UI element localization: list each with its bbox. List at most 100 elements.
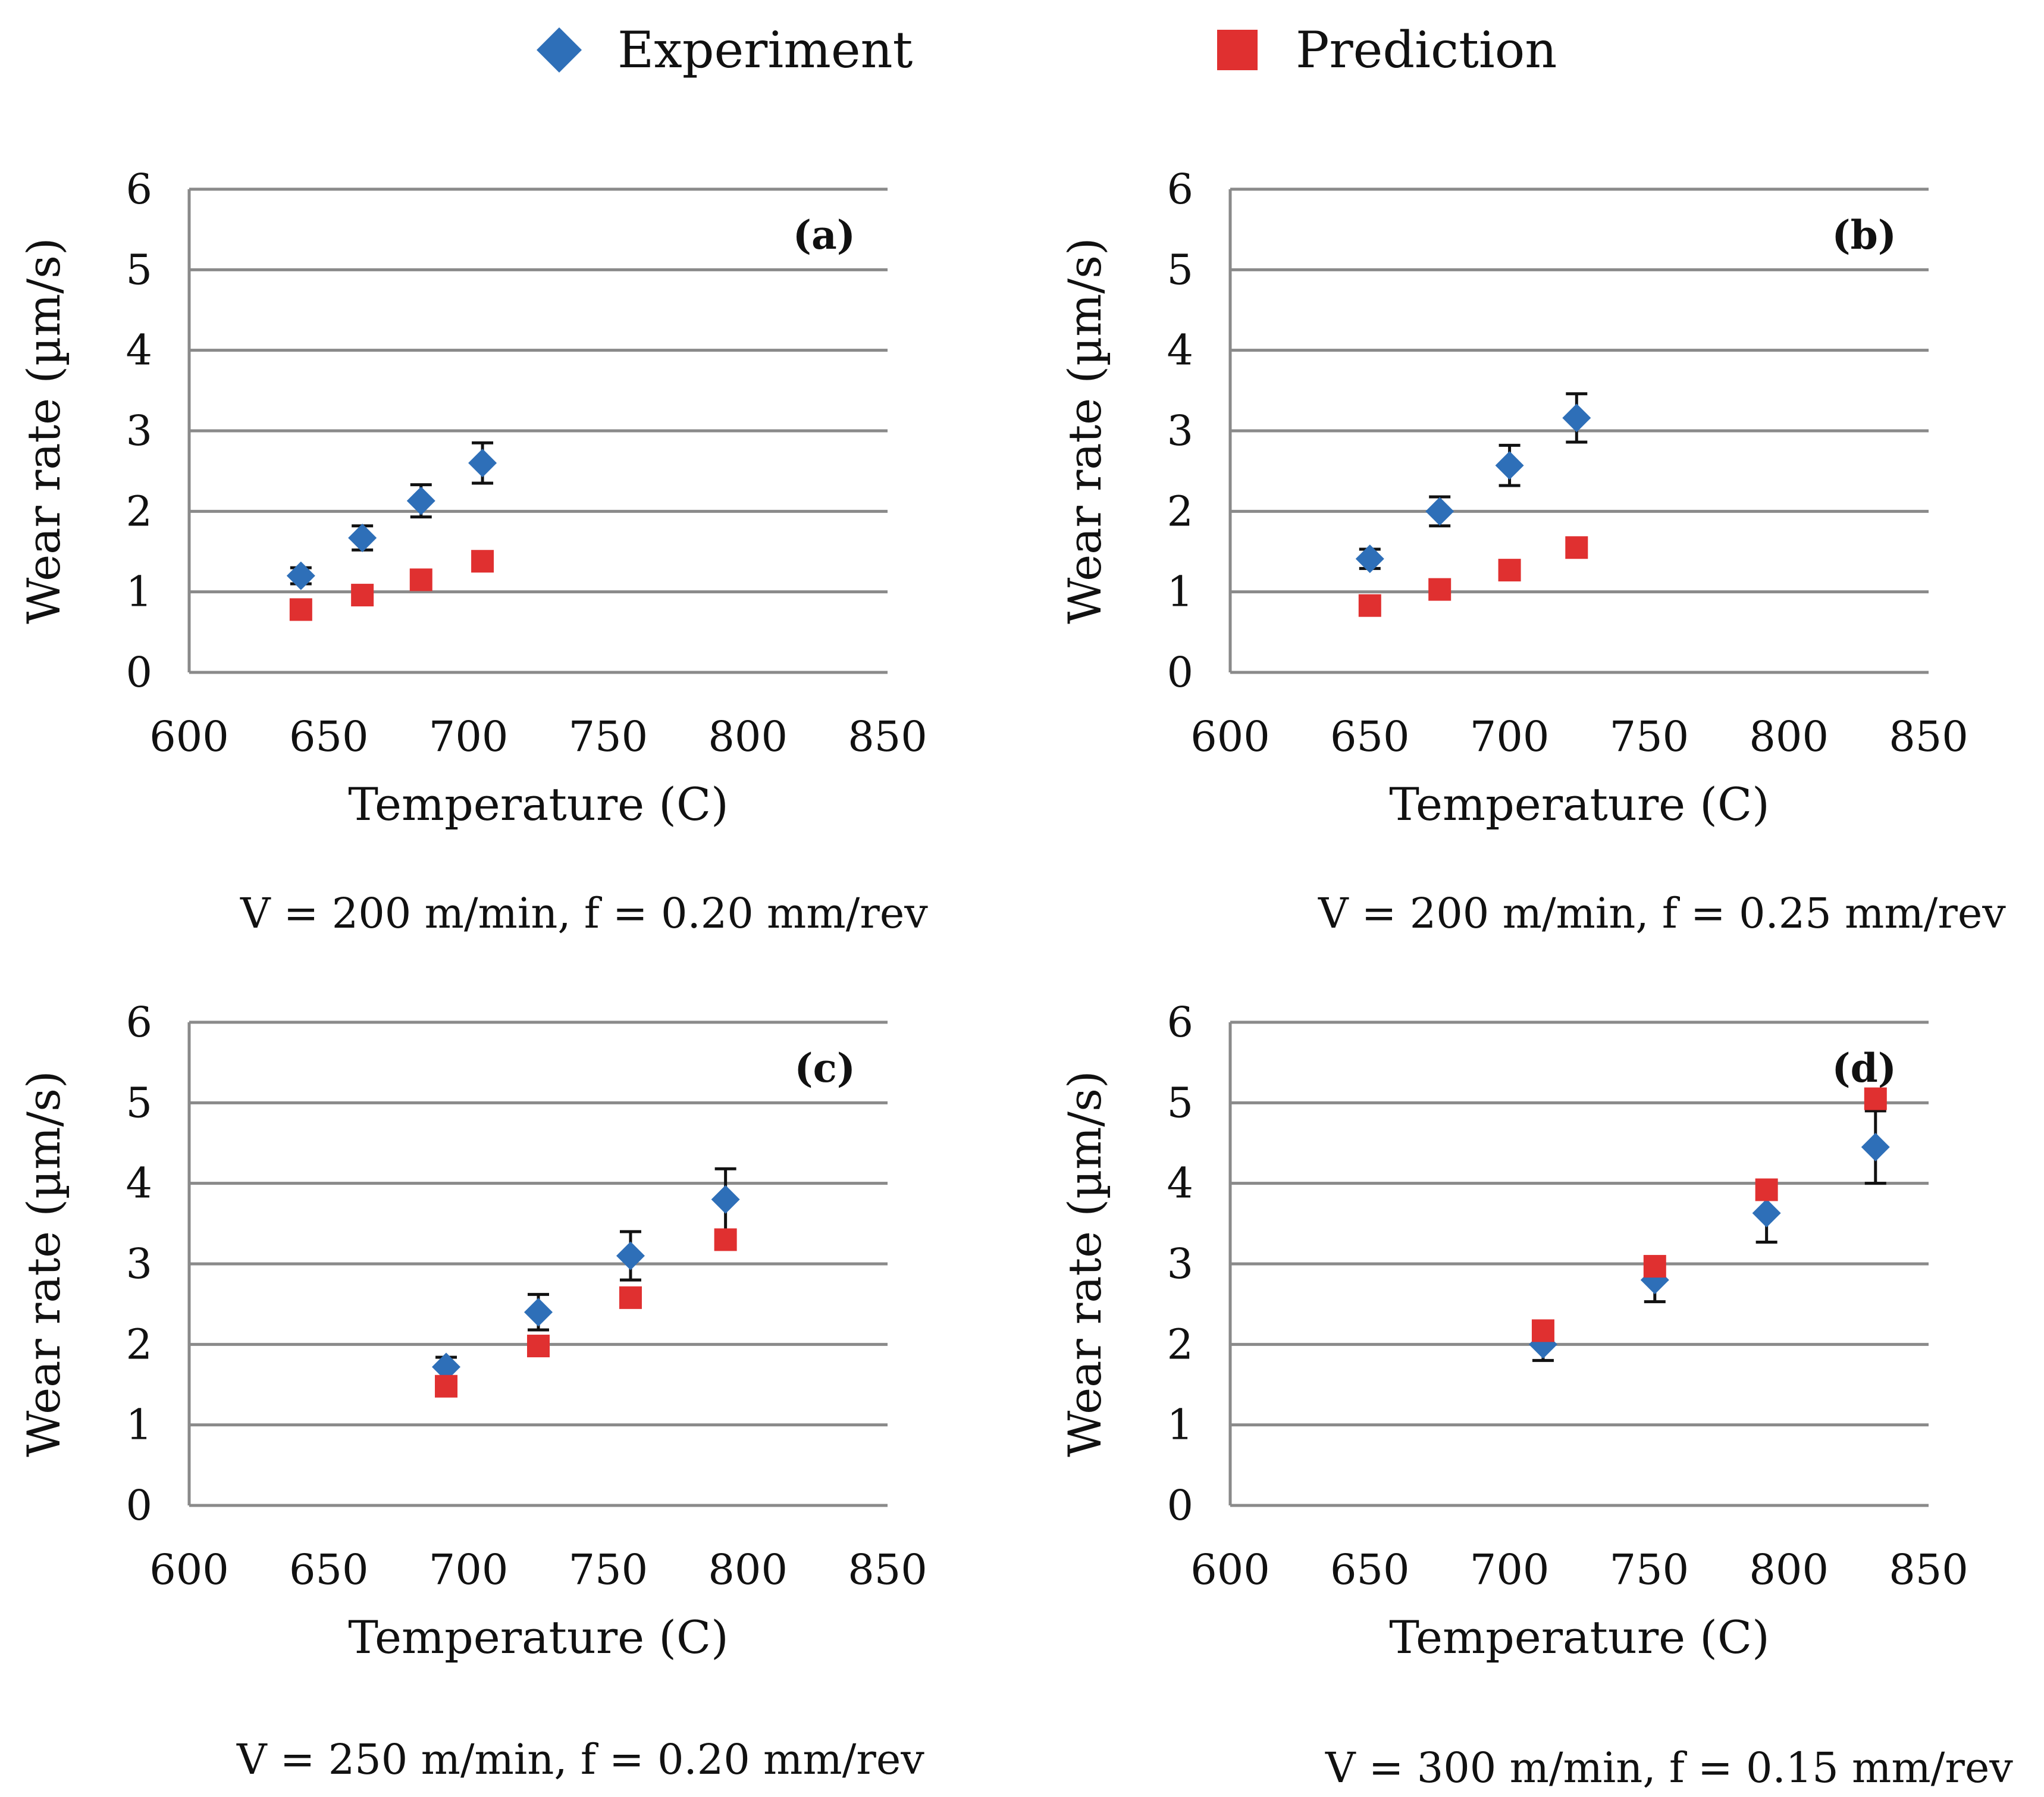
y-tick-label-d-6: 6	[1167, 998, 1193, 1047]
y-tick-label-c-0: 0	[126, 1481, 152, 1530]
experiment-point-b-2	[1495, 451, 1524, 480]
prediction-point-c-3	[714, 1228, 737, 1251]
x-axis-title-d: Temperature (C)	[1389, 1611, 1770, 1664]
y-tick-label-b-1: 1	[1167, 568, 1193, 616]
x-tick-label-c-850: 850	[848, 1545, 927, 1594]
y-tick-label-c-6: 6	[126, 998, 152, 1047]
y-tick-label-a-2: 2	[126, 487, 152, 536]
x-axis-title-b: Temperature (C)	[1389, 778, 1770, 831]
x-tick-label-d-800: 800	[1749, 1545, 1829, 1594]
y-tick-label-c-3: 3	[126, 1239, 152, 1288]
experiment-point-d-2	[1752, 1198, 1781, 1228]
experiment-point-b-0	[1355, 544, 1384, 574]
y-axis-title-c: Wear rate (µm/s)	[17, 1070, 70, 1457]
chart-legend: Experiment Prediction	[0, 0, 2044, 95]
prediction-point-d-1	[1643, 1255, 1666, 1278]
panel-label-b: (b)	[1832, 212, 1896, 258]
prediction-point-a-1	[351, 584, 374, 607]
prediction-point-d-3	[1864, 1087, 1887, 1110]
y-tick-label-c-4: 4	[126, 1159, 152, 1208]
prediction-point-b-0	[1358, 594, 1381, 617]
y-tick-label-c-2: 2	[126, 1320, 152, 1369]
x-tick-label-d-650: 650	[1330, 1545, 1410, 1594]
x-tick-label-c-700: 700	[429, 1545, 509, 1594]
x-tick-label-b-600: 600	[1190, 712, 1270, 761]
legend-item-prediction: Prediction	[1214, 20, 1557, 80]
x-tick-label-a-850: 850	[848, 712, 927, 761]
x-tick-label-b-650: 650	[1330, 712, 1410, 761]
prediction-point-a-0	[289, 598, 312, 621]
experiment-point-b-1	[1425, 497, 1454, 526]
prediction-point-c-2	[619, 1286, 642, 1309]
x-tick-label-c-650: 650	[289, 1545, 369, 1594]
prediction-point-d-2	[1755, 1178, 1778, 1201]
chart-caption-c: V = 250 m/min, f = 0.20 mm/rev	[237, 1735, 924, 1784]
experiment-point-c-1	[524, 1298, 553, 1327]
prediction-point-b-2	[1498, 559, 1521, 582]
y-axis-title-b: Wear rate (µm/s)	[1058, 237, 1111, 624]
prediction-point-c-1	[527, 1335, 550, 1358]
prediction-point-a-3	[471, 550, 494, 573]
y-tick-label-d-0: 0	[1167, 1481, 1193, 1530]
prediction-point-b-3	[1565, 536, 1588, 559]
prediction-point-d-0	[1531, 1319, 1554, 1342]
x-tick-label-a-800: 800	[708, 712, 788, 761]
x-axis-title-c: Temperature (C)	[348, 1611, 729, 1664]
x-tick-label-a-600: 600	[149, 712, 229, 761]
chart-panel-a: 0 1 2 3 4 5 6 600 650 700 750 800 850 Temperature (C)…	[17, 165, 927, 831]
experiment-point-c-3	[711, 1185, 740, 1214]
experiment-point-d-3	[1861, 1132, 1890, 1162]
y-tick-label-b-3: 3	[1167, 406, 1193, 455]
prediction-point-c-0	[435, 1375, 458, 1398]
legend-item-experiment: Experiment	[535, 20, 913, 80]
y-tick-label-d-4: 4	[1167, 1159, 1193, 1208]
panel-label-c: (c)	[794, 1045, 855, 1091]
prediction-point-a-2	[409, 568, 432, 591]
y-tick-label-b-2: 2	[1167, 487, 1193, 536]
chart-caption-a: V = 200 m/min, f = 0.20 mm/rev	[240, 889, 928, 938]
y-tick-label-d-3: 3	[1167, 1239, 1193, 1288]
x-tick-label-b-750: 750	[1610, 712, 1689, 761]
x-tick-label-d-600: 600	[1190, 1545, 1270, 1594]
experiment-point-c-0	[432, 1353, 461, 1382]
x-tick-label-d-750: 750	[1610, 1545, 1689, 1594]
chart-caption-d: V = 300 m/min, f = 0.15 mm/rev	[1325, 1743, 2013, 1792]
y-tick-label-b-6: 6	[1167, 165, 1193, 214]
x-tick-label-a-650: 650	[289, 712, 369, 761]
chart-panel-c: 0 1 2 3 4 5 6 600 650 700 750 800 850 Temperature (C)…	[17, 998, 927, 1664]
y-tick-label-a-4: 4	[126, 326, 152, 375]
square-marker-icon	[1217, 30, 1258, 70]
x-tick-label-b-800: 800	[1749, 712, 1829, 761]
y-tick-label-b-4: 4	[1167, 326, 1193, 375]
x-tick-label-b-850: 850	[1889, 712, 1968, 761]
x-tick-label-b-700: 700	[1470, 712, 1550, 761]
legend-label-experiment: Experiment	[617, 21, 913, 79]
y-tick-label-d-5: 5	[1167, 1078, 1193, 1127]
panel-label-a: (a)	[793, 212, 855, 258]
x-tick-label-c-600: 600	[149, 1545, 229, 1594]
x-tick-label-d-850: 850	[1889, 1545, 1968, 1594]
panel-label-d: (d)	[1832, 1045, 1896, 1091]
experiment-point-a-1	[348, 523, 377, 552]
prediction-point-b-1	[1428, 578, 1452, 601]
y-tick-label-a-3: 3	[126, 406, 152, 455]
y-tick-label-d-2: 2	[1167, 1320, 1193, 1369]
experiment-point-a-3	[468, 449, 497, 478]
chart-panel-b: 0 1 2 3 4 5 6 600 650 700 750 800 850 Temperature (C)…	[1058, 165, 1968, 831]
x-tick-label-c-750: 750	[569, 1545, 648, 1594]
diamond-marker-icon	[537, 27, 582, 73]
x-tick-label-a-700: 700	[429, 712, 509, 761]
y-tick-label-a-0: 0	[126, 648, 152, 697]
x-tick-label-a-750: 750	[569, 712, 648, 761]
legend-label-prediction: Prediction	[1296, 21, 1557, 79]
y-tick-label-a-6: 6	[126, 165, 152, 214]
y-tick-label-b-5: 5	[1167, 245, 1193, 294]
x-axis-title-a: Temperature (C)	[348, 778, 729, 831]
y-tick-label-c-5: 5	[126, 1078, 152, 1127]
chart-caption-b: V = 200 m/min, f = 0.25 mm/rev	[1318, 889, 2006, 938]
x-tick-label-c-800: 800	[708, 1545, 788, 1594]
y-tick-label-a-5: 5	[126, 245, 152, 294]
y-tick-label-b-0: 0	[1167, 648, 1193, 697]
y-tick-label-a-1: 1	[126, 568, 152, 616]
y-axis-title-a: Wear rate (µm/s)	[17, 237, 70, 624]
